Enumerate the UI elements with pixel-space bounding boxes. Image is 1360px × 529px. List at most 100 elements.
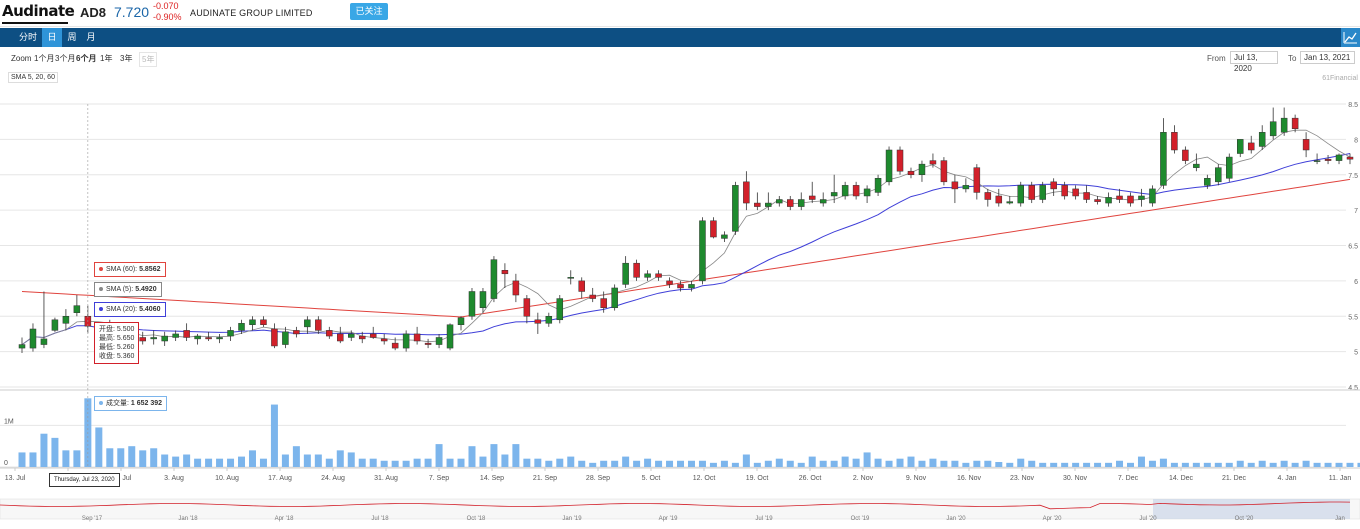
company-name: AUDINATE GROUP LIMITED [190,8,313,18]
volume-bar [1170,462,1178,467]
change-value: -0.070 [153,1,179,11]
tab-daily[interactable]: 日 [42,28,62,47]
candle-body [754,202,761,207]
zoom-3y-button[interactable]: 3年 [120,54,133,63]
from-date-input[interactable]: Jul 13, 2020 [1230,51,1278,73]
candle-body [304,319,311,328]
volume-bar [512,444,520,467]
sma20-dot [99,307,103,312]
candle-body [1061,185,1068,197]
volume-bar [1017,458,1025,467]
navigator [0,498,1360,520]
navigator-tick-label: Apr '20 [1043,516,1062,522]
volume-bar [764,460,772,467]
candle-body [721,234,728,239]
indicator-tag[interactable]: SMA 5, 20, 60 [8,72,58,83]
x-tick-label: 9. Nov [906,475,927,482]
candle-body [435,337,443,345]
volume-bar [687,460,695,467]
sma20-value: 5.4060 [139,306,161,313]
volume-bar [852,458,860,467]
candle-body [918,163,926,175]
to-date-input[interactable]: Jan 13, 2021 [1300,51,1355,64]
x-tick-label: 31. Aug [374,475,398,482]
candle-body [490,259,498,299]
sma20-label: SMA (20): [106,306,138,313]
navigator-tick-label: Apr '19 [659,516,678,522]
follow-button[interactable]: 已关注 [350,3,388,20]
volume-bar [1148,460,1156,467]
candle-body [161,335,168,342]
volume-bar [435,444,443,467]
volume-bar [150,448,158,467]
y-tick-label: 5 [1354,350,1358,357]
volume-bar [325,458,333,467]
volume-bar [589,462,597,467]
volume-bar [479,456,487,467]
navigator-tick-label: Jul '18 [371,516,389,522]
chart-type-toggle[interactable] [1341,28,1360,47]
volume-bar [205,458,213,467]
tab-weekly[interactable]: 周 [67,32,77,42]
candle-body [666,280,673,285]
volume-bar [797,462,805,467]
y-tick-label: 7 [1354,208,1358,215]
company-logo[interactable]: Audinate [2,2,75,24]
volume-bar [1225,462,1233,467]
volume-bar [1181,462,1189,467]
volume-bar [446,458,454,467]
candle-body [402,333,410,349]
candle-body [1116,195,1123,200]
candle-body [1226,156,1233,179]
volume-bar [896,458,904,467]
volume-bar [808,456,816,467]
tab-monthly[interactable]: 月 [86,32,96,42]
volume-bar [1192,462,1200,467]
candle-body [413,333,421,342]
volume-bar [161,454,169,467]
volume-bar [962,462,970,467]
zoom-5y-button: 5年 [139,52,158,67]
tab-intraday[interactable]: 分时 [18,32,37,42]
candle-body [1313,160,1321,162]
zoom-1y-button[interactable]: 1年 [100,54,113,63]
sma20-line [21,153,1351,346]
x-tick-label: 23. Nov [1010,475,1035,482]
candle-body [216,337,223,340]
volume-bar [523,458,531,467]
volume-bar [1072,462,1080,467]
candle-body [424,342,432,345]
volume-value: 1 652 392 [130,400,163,407]
volume-bar [731,462,739,467]
volume-bar [775,458,783,467]
navigator-tick-label: Jan '19 [562,516,582,522]
volume-bar [40,433,48,467]
x-tick-label: 17. Aug [268,475,292,482]
x-tick-label: 24. Aug [321,475,345,482]
candle-body [1127,195,1134,204]
candle-body [249,319,256,325]
volume-bar [951,460,959,467]
sma60-dot [99,267,103,272]
volume-bar [259,458,267,467]
volume-bar [314,454,322,467]
sma60-value: 5.8562 [139,266,161,273]
x-tick-label: 21. Dec [1222,475,1247,482]
candle-body [765,202,772,207]
candle-body [962,185,970,190]
volume-bar [698,460,706,467]
zoom-6m-button[interactable]: 6个月 [76,54,97,63]
candle-body [951,181,959,190]
candle-body [501,270,509,275]
candle-body [1160,132,1167,186]
volume-bar [830,460,838,467]
zoom-3m-button[interactable]: 3个月 [55,54,76,63]
change-percent: -0.90% [153,12,182,22]
candle-body [238,323,245,331]
volume-bar [753,462,761,467]
candle-body [655,273,662,278]
candle-body [600,298,607,309]
volume-bar [940,460,948,467]
zoom-1m-button[interactable]: 1个月 [34,54,55,63]
